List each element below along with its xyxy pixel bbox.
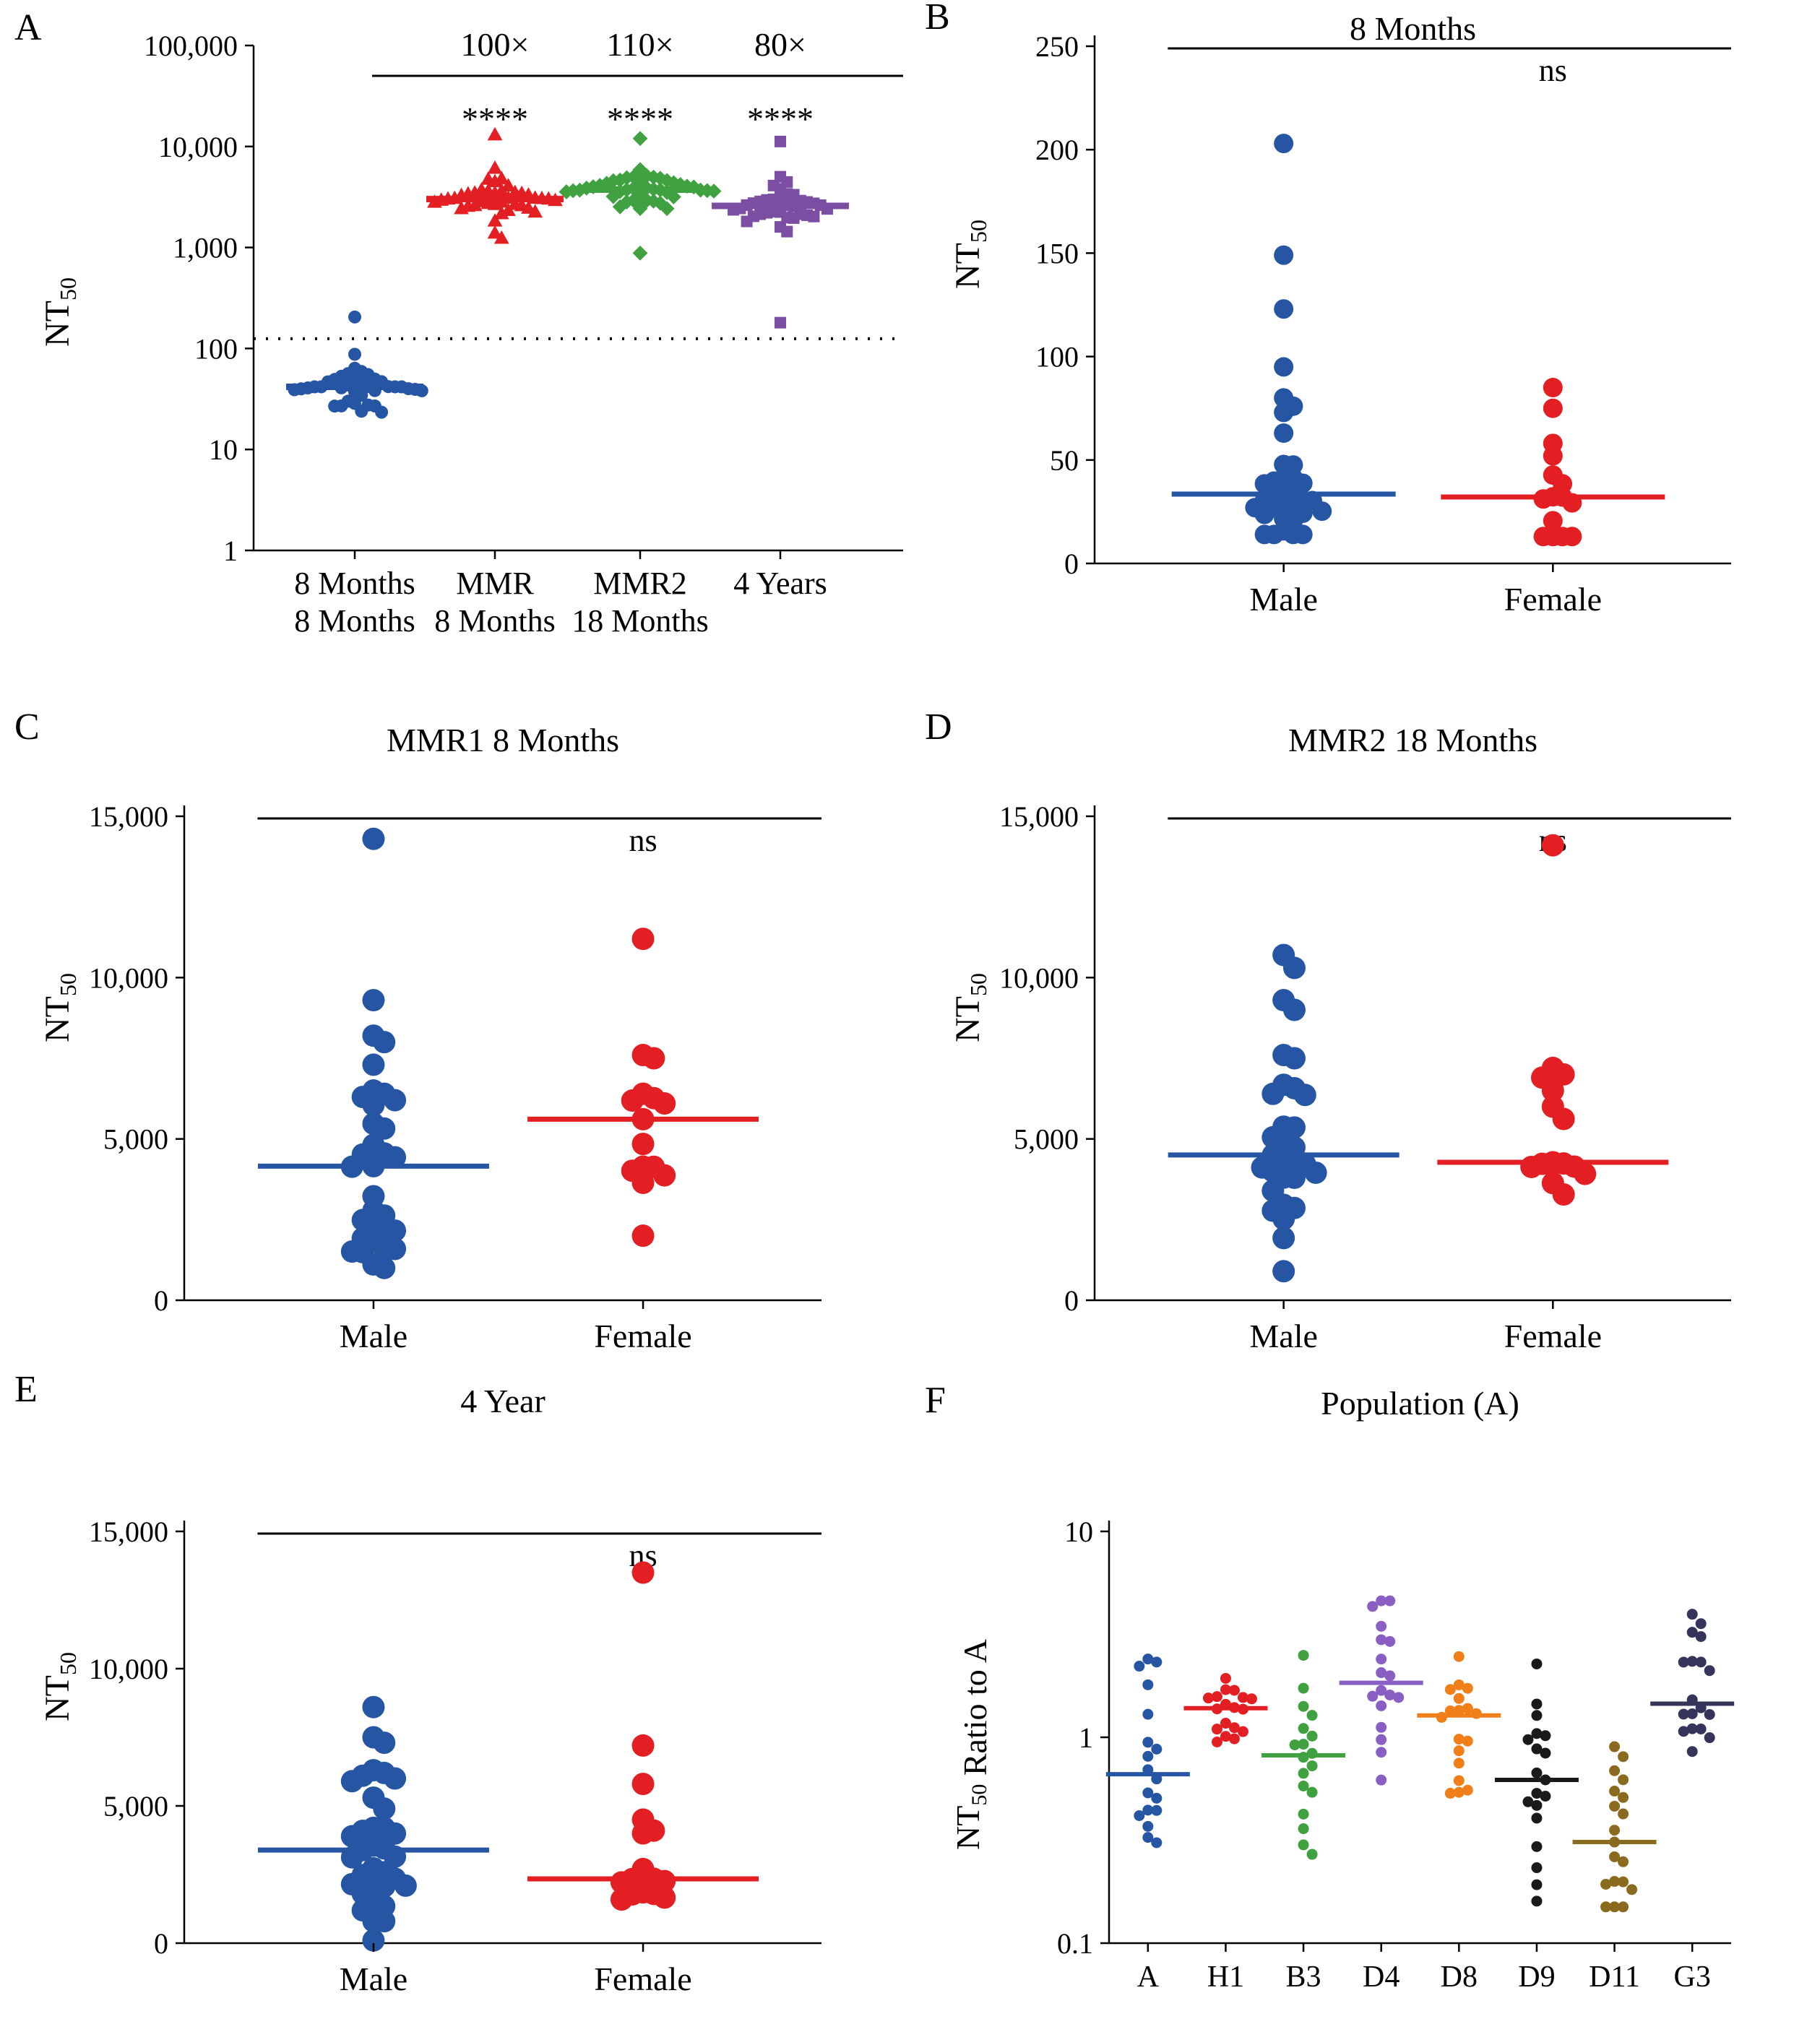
svg-text:10,000: 10,000 — [89, 961, 168, 994]
svg-text:A: A — [1137, 1960, 1160, 1994]
svg-text:Male: Male — [340, 1318, 408, 1354]
svg-text:15,000: 15,000 — [999, 800, 1079, 833]
svg-text:ns: ns — [1539, 53, 1567, 88]
svg-text:5,000: 5,000 — [103, 1123, 168, 1156]
svg-text:****: **** — [607, 100, 673, 137]
svg-text:Male: Male — [1249, 1318, 1318, 1354]
svg-text:8 Months: 8 Months — [294, 603, 415, 639]
svg-text:100,000: 100,000 — [144, 30, 238, 62]
svg-text:0: 0 — [1064, 548, 1079, 580]
svg-text:Female: Female — [1504, 581, 1602, 618]
svg-text:D8: D8 — [1441, 1960, 1478, 1994]
svg-text:E: E — [14, 1372, 38, 1410]
svg-text:B3: B3 — [1286, 1960, 1321, 1994]
svg-text:NT50: NT50 — [949, 973, 991, 1042]
svg-text:NT50: NT50 — [38, 1652, 81, 1721]
svg-text:NT50: NT50 — [38, 973, 81, 1042]
svg-text:10,000: 10,000 — [158, 131, 238, 163]
svg-text:4 Year: 4 Year — [460, 1383, 545, 1419]
svg-text:Female: Female — [1504, 1318, 1602, 1354]
svg-text:D9: D9 — [1518, 1960, 1555, 1994]
svg-text:Male: Male — [1249, 581, 1318, 618]
svg-text:100: 100 — [194, 332, 238, 365]
svg-text:150: 150 — [1035, 237, 1079, 269]
svg-text:200: 200 — [1035, 134, 1079, 166]
svg-text:Population (A): Population (A) — [1321, 1385, 1519, 1422]
svg-text:15,000: 15,000 — [89, 1516, 168, 1548]
svg-text:MMR2 18 Months: MMR2 18 Months — [1288, 722, 1537, 758]
svg-text:D4: D4 — [1363, 1960, 1399, 1994]
svg-text:****: **** — [462, 100, 528, 137]
svg-text:4 Years: 4 Years — [733, 566, 827, 601]
svg-text:100×: 100× — [461, 26, 530, 63]
svg-text:D11: D11 — [1589, 1960, 1640, 1994]
svg-text:G3: G3 — [1674, 1960, 1711, 1994]
svg-text:1,000: 1,000 — [173, 232, 238, 264]
svg-text:NT50: NT50 — [949, 220, 991, 289]
svg-text:C: C — [14, 706, 40, 748]
svg-text:NT50: NT50 — [38, 277, 81, 347]
svg-text:1: 1 — [1079, 1721, 1093, 1754]
svg-text:B: B — [925, 0, 950, 38]
svg-text:A: A — [14, 7, 42, 48]
svg-text:5,000: 5,000 — [103, 1790, 168, 1823]
svg-text:80×: 80× — [754, 26, 806, 63]
svg-text:MMR1 8 Months: MMR1 8 Months — [387, 722, 619, 758]
svg-text:0: 0 — [154, 1284, 168, 1317]
svg-text:8 Months: 8 Months — [294, 566, 415, 601]
svg-text:Female: Female — [594, 1318, 691, 1354]
svg-text:0: 0 — [1064, 1284, 1079, 1317]
svg-text:ns: ns — [629, 823, 657, 858]
svg-text:8 Months: 8 Months — [1350, 10, 1476, 47]
svg-text:MMR: MMR — [456, 566, 534, 601]
svg-text:F: F — [925, 1380, 946, 1421]
svg-text:D: D — [925, 706, 952, 748]
svg-text:Female: Female — [594, 1960, 691, 1997]
svg-text:Male: Male — [340, 1960, 408, 1997]
svg-text:250: 250 — [1035, 30, 1079, 63]
svg-text:0: 0 — [154, 1927, 168, 1960]
svg-text:50: 50 — [1050, 444, 1079, 477]
svg-text:8 Months: 8 Months — [434, 603, 555, 639]
svg-text:10,000: 10,000 — [999, 961, 1079, 994]
svg-text:5,000: 5,000 — [1014, 1123, 1079, 1156]
svg-text:15,000: 15,000 — [89, 800, 168, 833]
svg-text:10,000: 10,000 — [89, 1653, 168, 1685]
svg-text:100: 100 — [1035, 341, 1079, 373]
svg-text:H1: H1 — [1207, 1960, 1244, 1994]
svg-text:****: **** — [747, 100, 814, 137]
svg-text:10: 10 — [1064, 1516, 1093, 1548]
svg-text:1: 1 — [223, 535, 238, 567]
svg-text:18 Months: 18 Months — [572, 603, 708, 639]
svg-text:MMR2: MMR2 — [593, 566, 687, 601]
svg-text:10: 10 — [209, 433, 238, 466]
svg-text:NT50 Ratio to A: NT50 Ratio to A — [949, 1639, 993, 1850]
svg-text:0.1: 0.1 — [1057, 1927, 1093, 1960]
svg-text:110×: 110× — [606, 26, 673, 63]
